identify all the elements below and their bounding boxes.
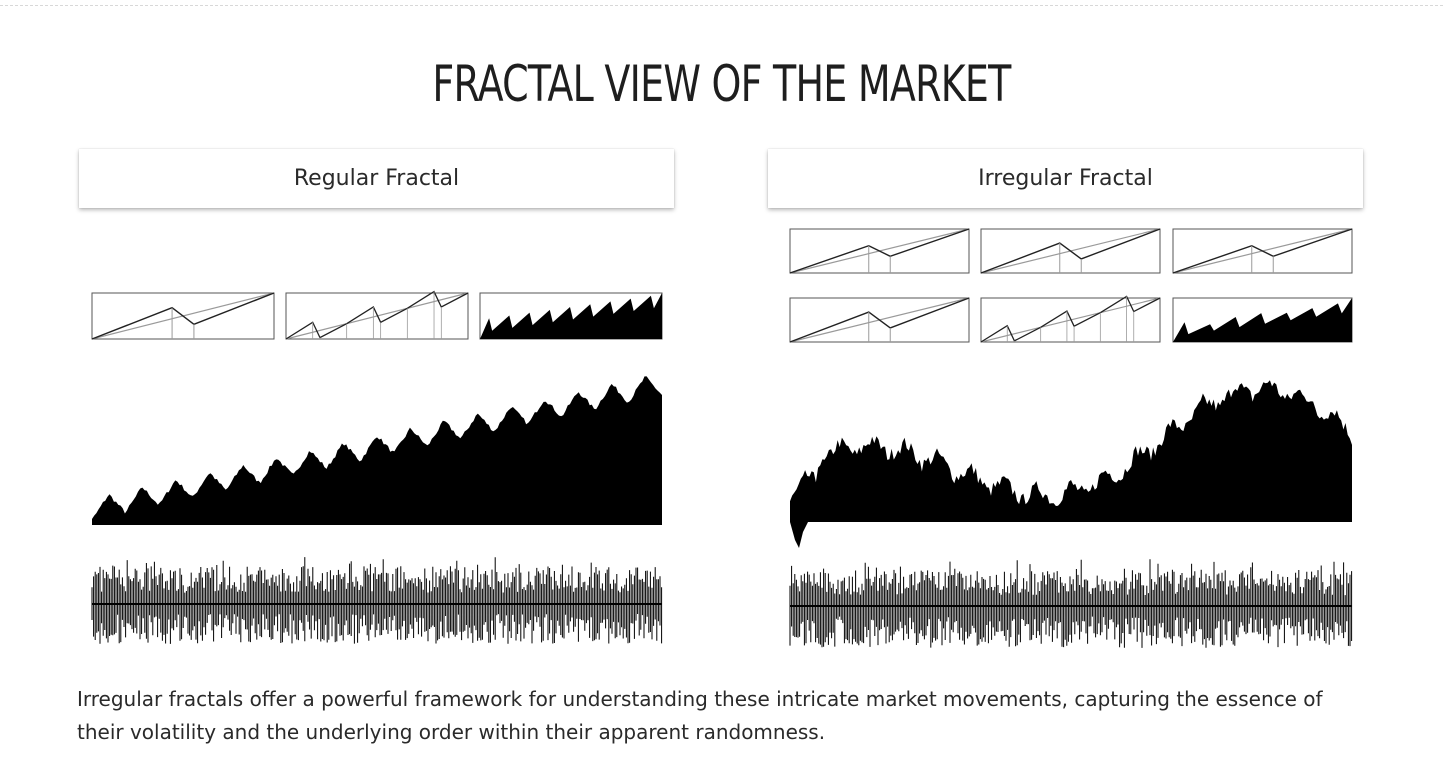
- price-dip: [790, 522, 808, 548]
- irregular-fractal-returns-series: [789, 559, 1353, 648]
- caption-text: Irregular fractals offer a powerful fram…: [77, 687, 1323, 744]
- generator-frame: [285, 292, 469, 340]
- generator-path: [789, 297, 970, 343]
- generator-frame: [980, 228, 1161, 274]
- generator-filled-stage: [1173, 298, 1352, 342]
- generator-path: [91, 292, 275, 340]
- generator-path: [1172, 228, 1353, 274]
- regular-fractal-generators: [91, 290, 663, 340]
- price-area: [92, 376, 662, 525]
- irregular-fractal-header: Irregular Fractal: [768, 149, 1363, 208]
- irregular-fractal-label: Irregular Fractal: [978, 166, 1153, 191]
- regular-fractal-header: Regular Fractal: [79, 149, 674, 208]
- page-title: FRACTAL VIEW OF THE MARKET: [432, 55, 1011, 113]
- regular-fractal-returns-series: [91, 557, 663, 644]
- irregular-fractal-generators: [789, 228, 1353, 343]
- price-area: [790, 380, 1352, 522]
- irregular-fractal-price-series: [790, 380, 1352, 548]
- generator-frame: [789, 297, 970, 343]
- generator-frame: [91, 292, 275, 340]
- generator-path: [789, 228, 970, 274]
- generator-frame: [980, 297, 1161, 343]
- returns-bars: [789, 559, 1353, 648]
- regular-fractal-price-series: [92, 376, 662, 525]
- returns-bars: [91, 557, 663, 644]
- generator-frame: [1172, 228, 1353, 274]
- generator-path: [285, 290, 469, 340]
- generator-path: [980, 228, 1161, 274]
- top-divider: [0, 5, 1443, 6]
- generator-path: [980, 295, 1161, 343]
- regular-fractal-label: Regular Fractal: [293, 166, 460, 191]
- generator-filled-stage: [480, 293, 662, 339]
- generator-frame: [789, 228, 970, 274]
